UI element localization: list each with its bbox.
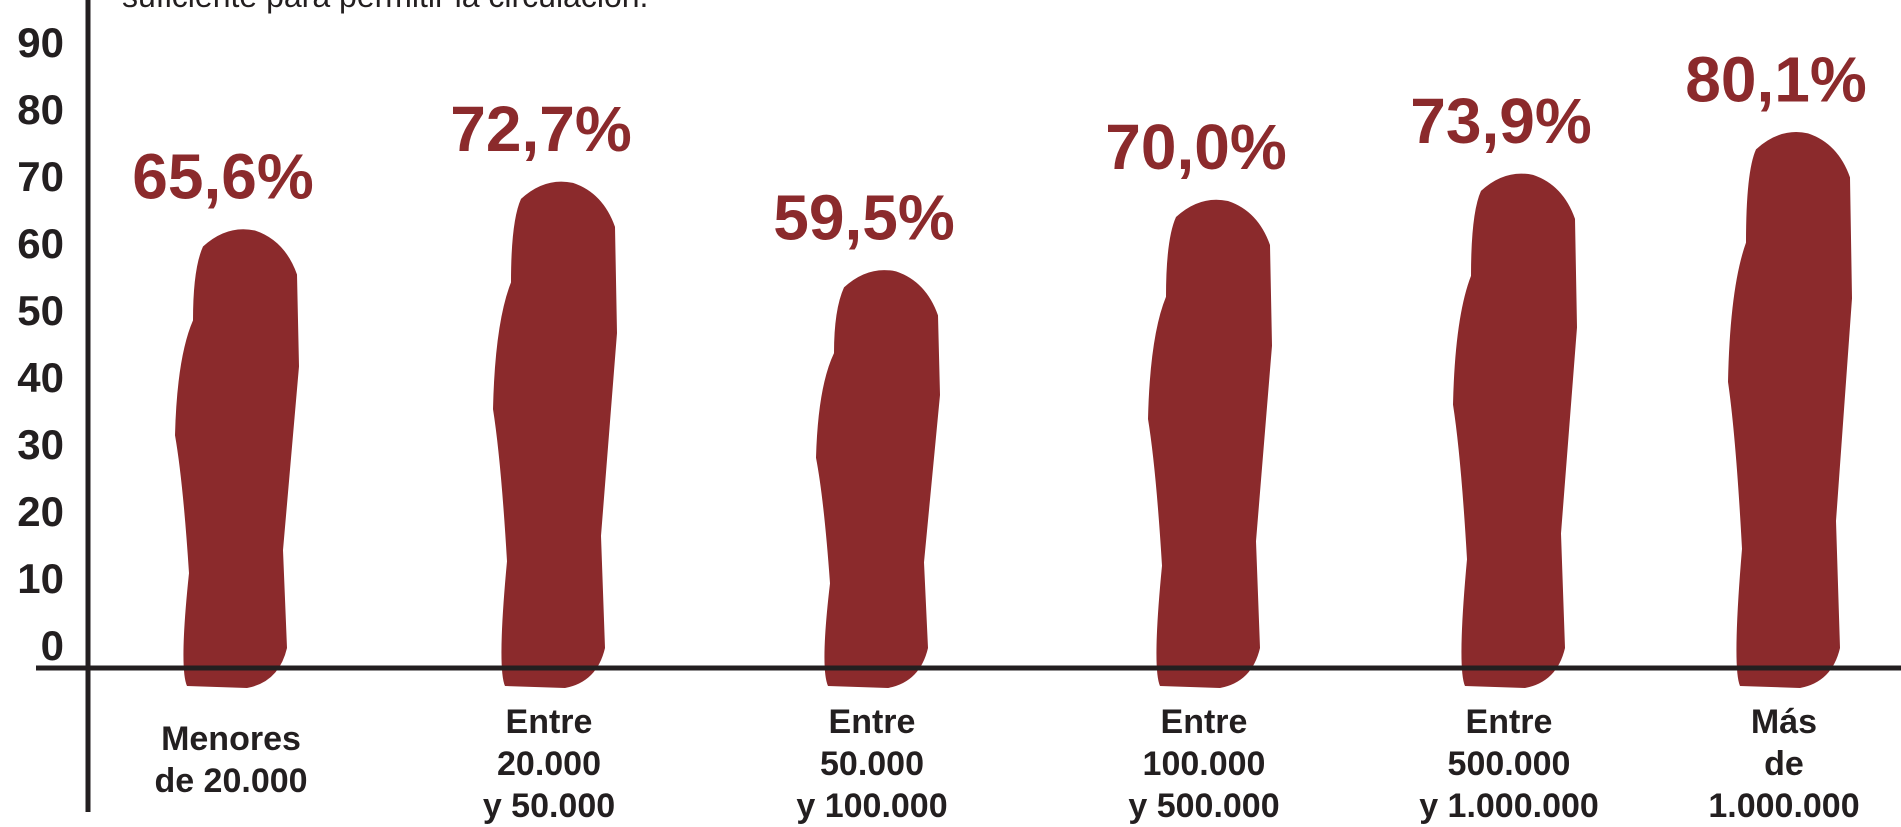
x-category-line: 500.000 (1448, 745, 1571, 783)
x-category-label-4: Entre 500.000 y 1.000.000 (1419, 703, 1599, 825)
bar-0 (175, 229, 299, 688)
value-label-2: 59,5% (773, 181, 954, 253)
x-category-line: y 1.000.000 (1419, 787, 1599, 825)
x-category-line: Entre (1466, 703, 1553, 741)
value-labels: 65,6% 72,7% 59,5% 70,0% 73,9% 80,1% (132, 43, 1866, 253)
value-label-4: 73,9% (1410, 85, 1591, 157)
axes (36, 0, 1901, 812)
bar-4 (1453, 173, 1577, 688)
y-tick-label: 70 (17, 153, 64, 200)
x-category-line: de 20.000 (154, 762, 307, 800)
value-label-1: 72,7% (450, 93, 631, 165)
x-category-label-3: Entre 100.000 y 500.000 (1128, 703, 1279, 825)
chart-caption: suficiente para permitir la circulación. (122, 0, 648, 15)
y-tick-label: 80 (17, 86, 64, 133)
x-category-line: Entre (506, 703, 593, 741)
y-tick-label: 20 (17, 488, 64, 535)
x-category-line: 1.000.000 (1708, 787, 1859, 825)
y-tick-label: 30 (17, 421, 64, 468)
value-label-0: 65,6% (132, 140, 313, 212)
x-category-line: y 50.000 (483, 787, 615, 825)
x-category-line: Entre (1161, 703, 1248, 741)
bar-5 (1728, 132, 1852, 688)
value-label-5: 80,1% (1685, 43, 1866, 115)
y-tick-label: 50 (17, 287, 64, 334)
x-category-line: de (1764, 745, 1804, 783)
y-tick-label: 60 (17, 220, 64, 267)
x-category-line: 100.000 (1143, 745, 1266, 783)
x-category-label-2: Entre 50.000 y 100.000 (796, 703, 947, 825)
x-category-line: Entre (829, 703, 916, 741)
x-category-line: Más (1751, 703, 1817, 741)
bars (175, 132, 1852, 688)
x-category-line: Menores (161, 720, 301, 758)
value-label-3: 70,0% (1105, 111, 1286, 183)
x-category-label-1: Entre 20.000 y 50.000 (483, 703, 615, 825)
x-category-line: y 500.000 (1128, 787, 1279, 825)
x-category-label-5: Más de 1.000.000 (1708, 703, 1859, 825)
bar-2 (816, 270, 940, 688)
x-category-line: y 100.000 (796, 787, 947, 825)
x-category-line: 50.000 (820, 745, 924, 783)
y-tick-label: 40 (17, 354, 64, 401)
y-tick-label: 0 (41, 622, 64, 669)
y-tick-label: 90 (17, 19, 64, 66)
bar-1 (493, 181, 617, 688)
x-category-label-0: Menores de 20.000 (154, 720, 307, 800)
bar-3 (1148, 199, 1272, 688)
y-tick-label: 10 (17, 555, 64, 602)
x-category-line: 20.000 (497, 745, 601, 783)
y-axis: 0 10 20 30 40 50 60 70 80 90 (17, 19, 64, 669)
